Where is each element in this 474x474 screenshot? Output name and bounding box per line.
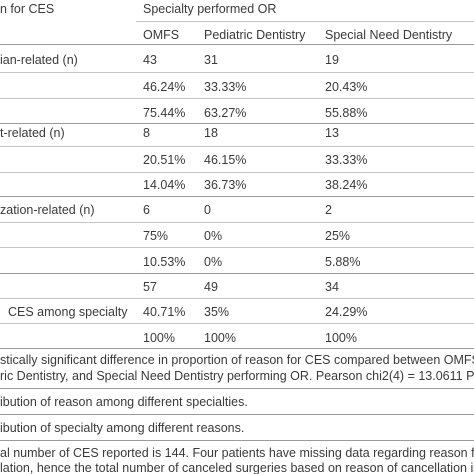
footnote-divider — [0, 440, 474, 441]
cell: 100% — [204, 331, 236, 345]
cell: 0 — [204, 203, 211, 217]
cell: 75% — [143, 229, 169, 243]
row-divider — [0, 146, 474, 147]
cell: 2 — [325, 203, 332, 217]
cell: 0% — [204, 255, 223, 269]
cell: 100% — [143, 331, 175, 345]
group-divider — [0, 196, 474, 197]
row-divider — [0, 222, 474, 223]
footnote-chi-line-2: ric Dentistry, and Special Need Dentistr… — [0, 369, 474, 383]
cell: 0% — [204, 229, 223, 243]
cell: 10.53% — [143, 255, 186, 269]
footnote-total-line-2: lation, hence the total number of cancel… — [0, 461, 474, 474]
group-divider — [0, 273, 474, 274]
header-divider — [136, 21, 474, 22]
header-specialty-group: Specialty performed OR — [143, 2, 277, 16]
cell: 25% — [325, 229, 351, 243]
table-bottom-rule — [0, 348, 474, 349]
cell: 14.04% — [143, 178, 186, 192]
cell: 8 — [143, 126, 150, 140]
footnote-dist-2: ibution of specialty among different rea… — [0, 421, 245, 435]
cell: 57 — [143, 280, 157, 294]
row-divider — [0, 247, 474, 248]
cell: 43 — [143, 53, 157, 67]
cell: 63.27% — [204, 106, 247, 120]
footnote-divider — [0, 414, 474, 415]
row-divider — [0, 72, 474, 73]
header-pediatric: Pediatric Dentistry — [204, 28, 306, 42]
cell: 38.24% — [325, 178, 368, 192]
cell: 20.51% — [143, 153, 186, 167]
row-divider — [0, 323, 474, 324]
footnote-divider — [0, 388, 474, 389]
cell: 5.88% — [325, 255, 361, 269]
header-reason-column: n for CES — [0, 2, 55, 16]
cell: 6 — [143, 203, 150, 217]
cell: 40.71% — [143, 305, 186, 319]
group-label-1: ian-related (n) — [0, 53, 78, 67]
group-divider — [0, 123, 474, 124]
cell: 33.33% — [325, 153, 368, 167]
cell: 46.15% — [204, 153, 247, 167]
cell: 49 — [204, 280, 218, 294]
group-label-3: zation-related (n) — [0, 203, 95, 217]
cell: 18 — [204, 126, 218, 140]
row-divider — [0, 172, 474, 173]
cell: 19 — [325, 53, 339, 67]
cell: 35% — [204, 305, 230, 319]
row-divider — [0, 98, 474, 99]
cell: 20.43% — [325, 80, 368, 94]
cell: 24.29% — [325, 305, 368, 319]
header-special-need: Special Need Dentistry — [325, 28, 453, 42]
cell: 31 — [204, 53, 218, 67]
cell: 13 — [325, 126, 339, 140]
cell: 33.33% — [204, 80, 247, 94]
footnote-total-line-1: al number of CES reported is 144. Four p… — [0, 446, 474, 460]
cell: 100% — [325, 331, 357, 345]
row-divider — [0, 298, 474, 299]
cell: 34 — [325, 280, 339, 294]
cell: 46.24% — [143, 80, 186, 94]
cell: 36.73% — [204, 178, 247, 192]
header-omfs: OMFS — [143, 28, 180, 42]
row-label-ces-among-specialty: CES among specialty — [8, 305, 128, 319]
header-bottom-rule — [0, 44, 474, 45]
cell: 55.88% — [325, 106, 368, 120]
cell: 75.44% — [143, 106, 186, 120]
group-label-2: t-related (n) — [0, 126, 65, 140]
footnote-chi-line-1: stically significant difference in propo… — [0, 353, 474, 367]
footnote-dist-1: ibution of reason among different specia… — [0, 395, 248, 409]
